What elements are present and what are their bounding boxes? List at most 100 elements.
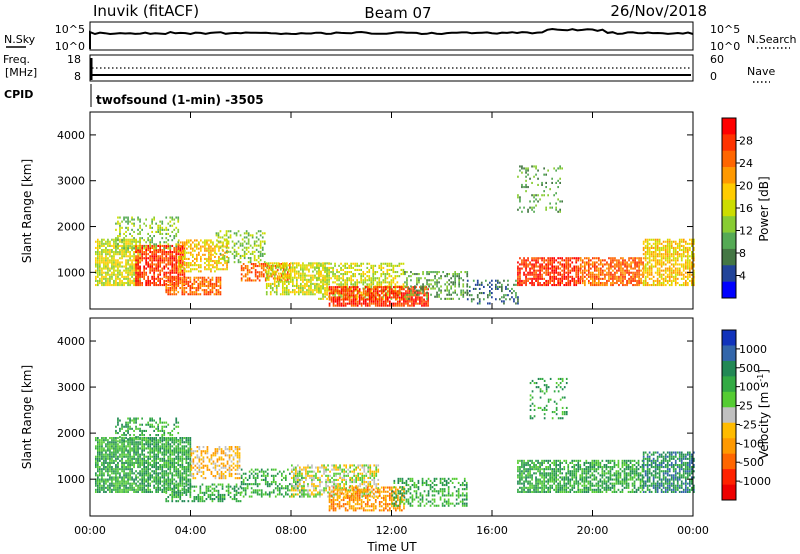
- power-cell: [364, 304, 367, 307]
- velocity-cell: [123, 486, 125, 489]
- power-cell: [640, 257, 642, 260]
- power-cell: [666, 261, 669, 264]
- power-colorbar-swatch: [722, 281, 736, 299]
- power-cell: [115, 259, 117, 262]
- power-cell: [495, 279, 497, 282]
- power-cell: [95, 279, 97, 282]
- power-cell: [525, 175, 527, 178]
- velocity-cell: [121, 482, 123, 485]
- power-cell: [638, 259, 640, 262]
- power-cell: [328, 294, 331, 297]
- power-colorbar-tick-label: 12: [739, 225, 753, 238]
- power-cell: [117, 222, 119, 225]
- power-cell: [654, 271, 657, 274]
- power-cell: [352, 266, 354, 269]
- power-cell: [141, 273, 143, 276]
- power-cell: [680, 273, 683, 276]
- power-cell: [547, 169, 549, 172]
- power-cell: [622, 259, 624, 262]
- power-cell: [569, 269, 572, 272]
- power-cell: [165, 271, 168, 274]
- power-cell: [149, 239, 151, 242]
- power-cell: [179, 241, 182, 244]
- power-cell: [527, 265, 529, 268]
- power-cell: [614, 259, 616, 262]
- power-cell: [225, 246, 228, 249]
- power-cell: [527, 273, 529, 276]
- power-cell: [265, 293, 268, 296]
- power-cell: [157, 259, 159, 262]
- power-cell: [620, 275, 622, 278]
- power-cell: [194, 245, 196, 248]
- power-cell: [592, 275, 594, 278]
- velocity-cell: [101, 474, 103, 477]
- power-cell: [378, 283, 381, 286]
- power-cell: [687, 275, 689, 278]
- velocity-cell: [123, 437, 125, 440]
- power-cell: [553, 257, 555, 260]
- power-cell: [423, 300, 425, 303]
- velocity-cell: [145, 441, 147, 444]
- power-cell: [216, 239, 218, 242]
- power-cell: [551, 263, 553, 266]
- power-cell: [604, 277, 606, 280]
- power-cell: [634, 263, 636, 266]
- power-cell: [165, 241, 168, 244]
- power-cell: [195, 293, 198, 296]
- power-cell: [213, 293, 216, 296]
- power-cell: [167, 287, 170, 290]
- power-cell: [133, 277, 135, 280]
- power-cell: [342, 273, 344, 276]
- power-cell: [153, 255, 155, 258]
- power-cell: [600, 277, 602, 280]
- power-cell: [253, 250, 256, 253]
- velocity-cell: [107, 472, 109, 475]
- power-cell: [216, 264, 218, 267]
- power-cell: [310, 262, 312, 265]
- power-cell: [340, 277, 342, 280]
- power-cell: [539, 277, 541, 280]
- power-cell: [415, 292, 417, 295]
- power-cell: [531, 257, 533, 260]
- power-cell: [294, 270, 296, 273]
- power-cell: [163, 284, 166, 287]
- power-cell: [135, 267, 137, 270]
- power-cell: [519, 200, 521, 203]
- power-cell: [446, 289, 448, 292]
- power-cell: [167, 261, 170, 264]
- power-cell: [215, 284, 218, 287]
- power-cell: [660, 269, 663, 272]
- power-cell: [186, 264, 188, 267]
- velocity-cell: [99, 455, 101, 458]
- velocity-cell: [125, 476, 127, 479]
- power-cell: [109, 249, 111, 252]
- power-cell: [167, 257, 170, 260]
- power-cell: [286, 262, 288, 265]
- power-cell: [399, 302, 401, 305]
- power-cell: [183, 271, 186, 274]
- power-cell: [213, 287, 216, 290]
- power-cell: [269, 282, 272, 285]
- power-cell: [285, 263, 287, 266]
- power-cell: [127, 267, 129, 270]
- power-cell: [210, 264, 212, 267]
- power-cell: [553, 167, 555, 170]
- power-cell: [123, 249, 125, 252]
- power-cell: [553, 267, 555, 270]
- power-cell: [392, 266, 395, 269]
- power-cell: [350, 277, 352, 280]
- power-cell: [604, 269, 606, 272]
- power-cell: [399, 290, 401, 293]
- power-cell: [255, 244, 258, 247]
- power-cell: [672, 251, 675, 254]
- power-cell: [263, 240, 266, 243]
- velocity-cell: [107, 439, 109, 442]
- power-cell: [273, 284, 276, 287]
- power-cell: [175, 257, 178, 260]
- power-cell: [541, 273, 543, 276]
- power-cell: [203, 276, 206, 279]
- power-cell: [356, 292, 359, 295]
- power-cell: [525, 169, 527, 172]
- power-cell: [171, 284, 174, 287]
- power-cell: [273, 276, 276, 279]
